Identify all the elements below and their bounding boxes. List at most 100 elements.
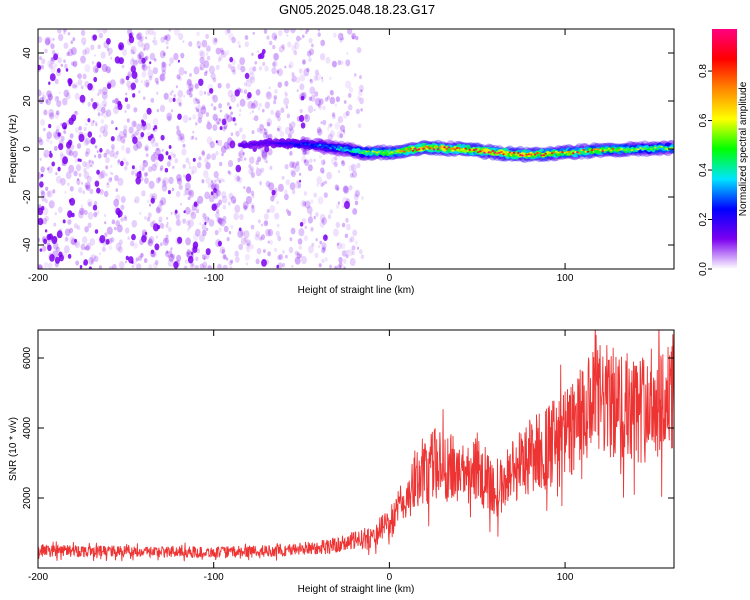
noise-blob xyxy=(250,202,255,208)
noise-blob xyxy=(55,69,62,77)
noise-blob xyxy=(335,96,340,103)
signal-cell xyxy=(238,144,242,147)
noise-blob xyxy=(224,113,230,120)
signal-cell xyxy=(333,146,337,149)
noise-blob xyxy=(201,39,208,48)
x-tick-label: 100 xyxy=(557,273,574,284)
noise-blob xyxy=(266,122,271,127)
snr-series-line xyxy=(38,330,674,562)
signal-cell xyxy=(367,150,370,153)
noise-blob xyxy=(165,34,171,42)
noise-blob xyxy=(230,224,234,230)
noise-blob xyxy=(316,183,319,187)
noise-blob xyxy=(55,110,60,116)
noise-blob xyxy=(216,217,221,223)
noise-blob xyxy=(105,238,110,245)
noise-blob xyxy=(323,192,328,199)
signal-cell xyxy=(614,149,617,152)
noise-blob xyxy=(337,32,344,41)
noise-blob xyxy=(185,237,192,246)
noise-blob xyxy=(326,171,332,180)
noise-blob xyxy=(92,102,98,109)
noise-blob xyxy=(269,40,273,46)
noise-blob xyxy=(261,149,268,158)
noise-blob xyxy=(192,241,199,249)
noise-blob xyxy=(227,170,231,174)
noise-blob xyxy=(261,151,268,160)
noise-blob xyxy=(184,70,187,75)
noise-blob xyxy=(150,97,155,103)
noise-blob xyxy=(346,249,349,254)
signal-cell xyxy=(247,144,250,147)
noise-blob xyxy=(221,191,227,199)
noise-blob xyxy=(291,265,294,268)
signal-cell xyxy=(559,151,562,153)
noise-blob xyxy=(48,112,55,120)
signal-cell xyxy=(407,150,411,153)
noise-blob xyxy=(210,191,214,196)
noise-blob xyxy=(206,136,213,145)
noise-blob xyxy=(43,127,46,132)
noise-blob xyxy=(118,261,125,269)
noise-blob xyxy=(222,204,227,210)
noise-blob xyxy=(169,92,173,96)
noise-blob xyxy=(118,42,125,51)
noise-blob xyxy=(218,179,222,184)
noise-blob xyxy=(307,105,314,114)
noise-blob xyxy=(112,99,115,104)
noise-blob xyxy=(126,118,130,123)
signal-cell xyxy=(540,154,543,157)
noise-blob xyxy=(160,36,165,43)
noise-blob xyxy=(186,89,191,96)
noise-blob xyxy=(176,129,181,136)
noise-blob xyxy=(170,247,173,251)
noise-blob xyxy=(263,213,269,220)
noise-blob xyxy=(335,163,338,167)
noise-blob xyxy=(322,181,326,186)
noise-blob xyxy=(284,90,287,94)
noise-blob xyxy=(147,135,152,141)
noise-blob xyxy=(309,86,316,95)
noise-blob xyxy=(183,265,188,269)
signal-cell xyxy=(373,150,377,153)
noise-blob xyxy=(153,161,159,168)
signal-cell xyxy=(470,148,474,151)
noise-blob xyxy=(177,59,180,63)
noise-blob xyxy=(162,177,169,185)
noise-blob xyxy=(242,152,245,156)
noise-blob xyxy=(284,126,291,135)
signal-cell xyxy=(592,148,596,151)
noise-blob xyxy=(300,122,306,129)
noise-blob xyxy=(356,47,362,54)
noise-blob xyxy=(205,248,211,256)
noise-blob xyxy=(254,61,258,65)
signal-cell xyxy=(316,144,320,147)
noise-blob xyxy=(104,214,107,217)
noise-blob xyxy=(188,41,193,47)
noise-blob xyxy=(57,68,61,73)
noise-blob xyxy=(101,63,108,73)
noise-blob xyxy=(218,54,223,61)
signal-cell xyxy=(420,146,423,149)
noise-blob xyxy=(298,245,302,250)
noise-blob xyxy=(320,159,326,166)
noise-blob xyxy=(291,161,297,169)
signal-cell xyxy=(557,151,560,154)
signal-cell xyxy=(588,148,592,151)
noise-blob xyxy=(90,260,94,264)
noise-blob xyxy=(125,161,129,166)
noise-blob xyxy=(148,237,153,244)
y-tick-label: 40 xyxy=(22,47,33,59)
noise-blob xyxy=(76,225,81,231)
noise-blob xyxy=(251,208,256,214)
noise-blob xyxy=(273,99,277,105)
noise-blob xyxy=(199,66,203,71)
noise-blob xyxy=(62,29,67,32)
noise-blob xyxy=(102,110,109,119)
noise-blob xyxy=(205,162,211,170)
noise-blob xyxy=(222,126,226,132)
noise-blob xyxy=(100,106,106,114)
noise-blob xyxy=(284,92,288,97)
noise-blob xyxy=(207,91,211,96)
noise-blob xyxy=(143,126,146,131)
